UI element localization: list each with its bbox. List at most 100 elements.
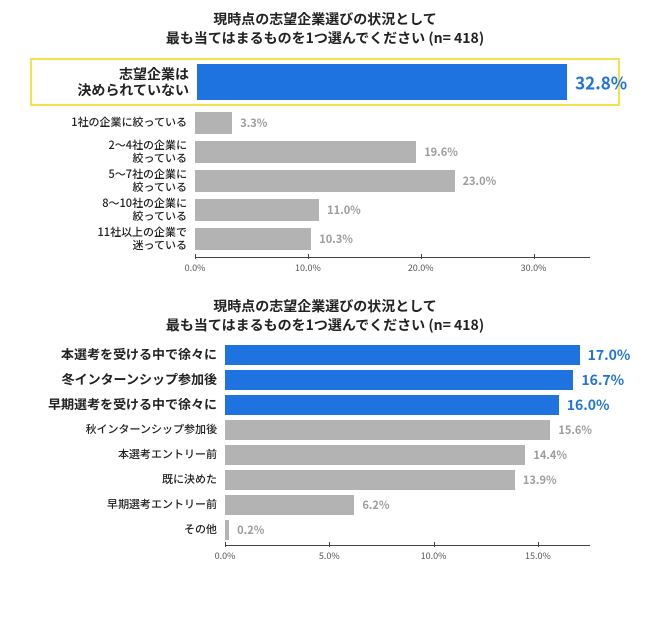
bar-value: 23.0% <box>463 173 497 189</box>
bar-value: 15.6% <box>558 422 592 438</box>
bar-row: 秋インターンシップ参加後 15.6% <box>30 420 620 440</box>
bar <box>225 420 550 440</box>
bar-value: 32.8% <box>575 69 627 94</box>
bar-label: 5〜7社の企業に絞っている <box>30 168 195 193</box>
bar-label: 11社以上の企業で迷っている <box>30 226 195 251</box>
bar-label-line: 本選考を受ける中で徐々に <box>30 347 217 362</box>
bar-cell: 19.6% <box>195 141 590 163</box>
bar-value: 19.6% <box>424 144 458 160</box>
highlight-box: 志望企業は決められていない32.8% <box>30 58 620 106</box>
bar <box>225 345 580 365</box>
bar-label-line: 1社の企業に絞っている <box>30 116 187 129</box>
bar-value: 17.0% <box>588 345 631 365</box>
bar-cell: 15.6% <box>225 420 590 440</box>
bar-cell: 11.0% <box>195 199 590 221</box>
bar <box>195 112 232 134</box>
bar-cell: 16.7% <box>225 370 590 390</box>
chart-1-title-line2: 最も当てはまるものを1つ選んでください (n= 418) <box>30 29 620 48</box>
bar-value: 16.7% <box>581 370 624 390</box>
axis-tick-label: 5.0% <box>319 549 340 562</box>
chart-2-title-line1: 現時点の志望企業選びの状況として <box>30 297 620 316</box>
bar-label-line: 絞っている <box>30 181 187 194</box>
axis-tick-label: 15.0% <box>525 549 551 562</box>
bar-row: 志望企業は決められていない32.8% <box>32 64 612 100</box>
chart-2-title-line2: 最も当てはまるものを1つ選んでください (n= 418) <box>30 316 620 335</box>
bar-label-line: 絞っている <box>30 210 187 223</box>
bar-row: 既に決めた 13.9% <box>30 470 620 490</box>
bar <box>225 520 229 540</box>
bar-label-line: 早期選考エントリー前 <box>30 498 217 511</box>
bar <box>195 141 416 163</box>
bar-row: 冬インターンシップ参加後16.7% <box>30 370 620 390</box>
chart-2-rows: 本選考を受ける中で徐々に17.0% 冬インターンシップ参加後16.7% 早期選考を受… <box>30 345 620 540</box>
bar <box>225 370 573 390</box>
bar-label: 1社の企業に絞っている <box>30 116 195 129</box>
bar-value: 3.3% <box>240 115 267 131</box>
axis-tick-label: 30.0% <box>521 261 547 274</box>
chart-1: 現時点の志望企業選びの状況として 最も当てはまるものを1つ選んでください (n=… <box>0 0 650 287</box>
chart-1-title: 現時点の志望企業選びの状況として 最も当てはまるものを1つ選んでください (n=… <box>30 10 620 48</box>
bar-cell: 13.9% <box>225 470 590 490</box>
bar-row: 本選考エントリー前 14.4% <box>30 445 620 465</box>
bar <box>195 228 311 250</box>
bar-cell: 10.3% <box>195 228 590 250</box>
bar-label-line: 迷っている <box>30 239 187 252</box>
axis-tick-label: 0.0% <box>215 549 236 562</box>
bar-row: 早期選考エントリー前 6.2% <box>30 495 620 515</box>
bar-row: 5〜7社の企業に絞っている 23.0% <box>30 170 620 192</box>
bar-label: 志望企業は決められていない <box>32 66 197 98</box>
bar-cell: 3.3% <box>195 112 590 134</box>
bar-cell: 23.0% <box>195 170 590 192</box>
bar-value: 0.2% <box>237 522 264 538</box>
bar-label: 2〜4社の企業に絞っている <box>30 139 195 164</box>
bar-row: 本選考を受ける中で徐々に17.0% <box>30 345 620 365</box>
bar-label: その他 <box>30 523 225 536</box>
chart-1-rows: 志望企業は決められていない32.8% 1社の企業に絞っている 3.3% 2〜4社の企業… <box>30 58 620 250</box>
bar-label-line: 秋インターンシップ参加後 <box>30 423 217 436</box>
bar <box>225 445 525 465</box>
bar-cell: 0.2% <box>225 520 590 540</box>
axis-tick-label: 10.0% <box>295 261 321 274</box>
bar <box>195 199 319 221</box>
bar-value: 14.4% <box>533 447 567 463</box>
bar-row: 早期選考を受ける中で徐々に 16.0% <box>30 395 620 415</box>
bar-label-line: 早期選考を受ける中で徐々に <box>30 397 217 412</box>
bar-label-line: その他 <box>30 523 217 536</box>
bar-cell: 14.4% <box>225 445 590 465</box>
chart-2-title: 現時点の志望企業選びの状況として 最も当てはまるものを1つ選んでください (n=… <box>30 297 620 335</box>
axis-tick-label: 20.0% <box>408 261 434 274</box>
bar-row: 8〜10社の企業に絞っている 11.0% <box>30 199 620 221</box>
bar <box>225 495 354 515</box>
chart-2: 現時点の志望企業選びの状況として 最も当てはまるものを1つ選んでください (n=… <box>0 287 650 575</box>
bar-row: 2〜4社の企業に絞っている 19.6% <box>30 141 620 163</box>
axis-tick-label: 0.0% <box>185 261 206 274</box>
bar-label: 8〜10社の企業に絞っている <box>30 197 195 222</box>
axis-tick-label: 10.0% <box>421 549 447 562</box>
bar-value: 10.3% <box>319 231 353 247</box>
bar-cell: 16.0% <box>225 395 590 415</box>
bar <box>225 470 515 490</box>
bar-label: 既に決めた <box>30 473 225 486</box>
bar-value: 11.0% <box>327 202 361 218</box>
bar-label: 早期選考を受ける中で徐々に <box>30 397 225 412</box>
bar-cell: 6.2% <box>225 495 590 515</box>
bar-row: 11社以上の企業で迷っている 10.3% <box>30 228 620 250</box>
chart-1-axis: 0.0% 10.0% 20.0% 30.0% <box>30 257 620 281</box>
chart-1-title-line1: 現時点の志望企業選びの状況として <box>30 10 620 29</box>
bar-label-line: 決められていない <box>32 82 189 98</box>
bar-label: 冬インターンシップ参加後 <box>30 372 225 387</box>
bar-row: その他 0.2% <box>30 520 620 540</box>
bar-label-line: 絞っている <box>30 152 187 165</box>
bar-label: 早期選考エントリー前 <box>30 498 225 511</box>
bar-label-line: 既に決めた <box>30 473 217 486</box>
bar-label: 秋インターンシップ参加後 <box>30 423 225 436</box>
bar-row: 1社の企業に絞っている 3.3% <box>30 112 620 134</box>
bar-label-line: 本選考エントリー前 <box>30 448 217 461</box>
bar-value: 6.2% <box>362 497 389 513</box>
bar-label: 本選考エントリー前 <box>30 448 225 461</box>
bar-value: 16.0% <box>567 395 610 415</box>
chart-2-axis: 0.0% 5.0% 10.0% 15.0% <box>30 545 620 569</box>
bar-cell: 32.8% <box>197 64 592 100</box>
bar <box>195 170 455 192</box>
bar <box>225 395 559 415</box>
